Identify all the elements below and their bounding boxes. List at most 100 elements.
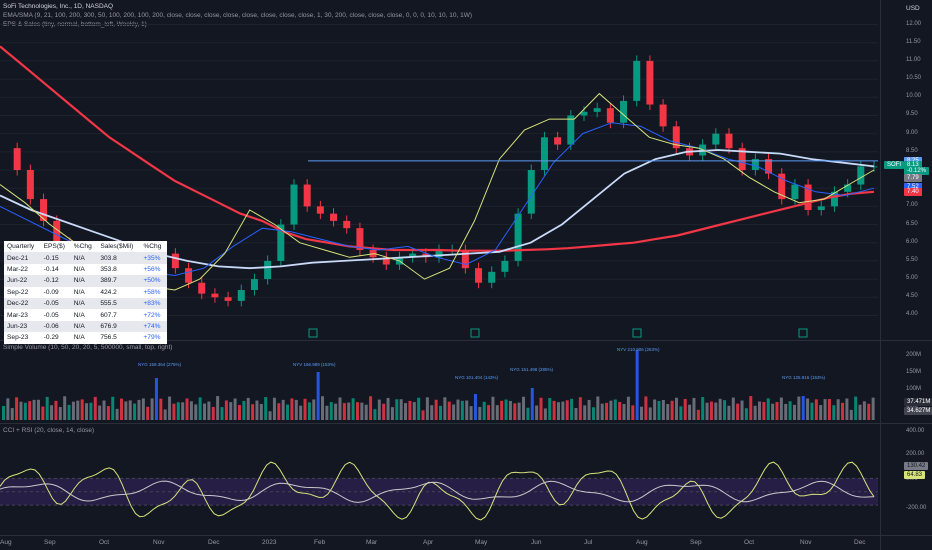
volume-pane-separator[interactable] [0, 340, 932, 341]
candle-body [620, 100, 628, 123]
symbol-tag: SOFI [884, 161, 905, 170]
volume-bar [771, 403, 775, 420]
time-axis-label: Aug [0, 539, 12, 546]
cell: -0.14 [43, 265, 59, 273]
volume-bar [587, 399, 591, 420]
volume-tag: 37.471M [904, 398, 932, 406]
volume-bar [731, 397, 735, 420]
cell: +56% [143, 265, 161, 273]
candle-body [540, 137, 548, 170]
volume-bar [867, 403, 871, 420]
volume-bar [80, 399, 84, 420]
volume-bar [85, 403, 89, 420]
volume-bar [478, 406, 482, 420]
volume-bar [211, 406, 215, 420]
volume-bar [246, 397, 250, 420]
volume-bar [347, 402, 351, 420]
volume-bar [181, 402, 185, 420]
volume-bar [198, 397, 202, 420]
cell: N/A [73, 334, 85, 342]
volume-bar [736, 403, 740, 420]
cell: 555.5 [100, 300, 117, 308]
candle-body [40, 199, 48, 221]
oscillator-pane-separator[interactable] [0, 423, 932, 424]
volume-bar [207, 401, 211, 420]
candle-body [13, 148, 21, 170]
volume-bar [530, 388, 534, 420]
volume-bar [342, 403, 346, 420]
table-row: Mar-23 -0.05 N/A 607.7 +72% [4, 309, 167, 320]
cell: 424.2 [100, 288, 117, 296]
volume-bar [862, 401, 866, 420]
volume-bar [644, 396, 648, 420]
ema-sma-legend[interactable]: EMA/SMA (9, 21, 100, 200, 300, 50, 100, … [3, 12, 472, 19]
volume-annotation: NYG 159.364 (275%) [138, 362, 182, 367]
candle-body [185, 268, 193, 283]
candle-body [316, 206, 324, 214]
price-chart[interactable] [0, 0, 880, 550]
volume-bar [832, 405, 836, 420]
volume-bar [465, 400, 469, 420]
cell: +72% [143, 311, 161, 319]
volume-annotation: NYG 151.498 (285%) [510, 367, 554, 372]
volume-annotation: NYG 101.404 (143%) [455, 375, 499, 380]
volume-bar [814, 399, 818, 420]
candle-body [633, 60, 641, 101]
volume-bar [272, 397, 276, 420]
cell: N/A [73, 311, 85, 319]
candle-body [646, 60, 654, 105]
volume-bar [561, 401, 565, 420]
chart-title: SoFi Technologies, Inc., 1D, NASDAQ [3, 3, 114, 10]
price-axis[interactable] [880, 0, 932, 550]
cell: N/A [73, 277, 85, 285]
candle-body [53, 220, 61, 243]
volume-bar [89, 402, 93, 420]
candle-body [554, 137, 562, 145]
volume-bar [749, 396, 753, 420]
volume-bar [425, 397, 429, 420]
time-axis-label: Dec [208, 539, 220, 546]
price-tag: 7.40 [904, 187, 922, 196]
volume-bar [570, 398, 574, 420]
volume-bar [185, 398, 189, 420]
oscillator-axis-label: 0.00 [906, 476, 918, 482]
table-row: Dec-22 -0.05 N/A 555.5 +83% [4, 297, 167, 310]
time-axis-label: May [475, 539, 488, 546]
volume-bar [640, 406, 644, 420]
time-axis-label: Nov [800, 539, 812, 546]
volume-bar [251, 404, 255, 420]
volume-bar [329, 402, 333, 420]
price-axis-label: 4.50 [906, 293, 918, 300]
price-axis-label: 5.50 [906, 256, 918, 263]
volume-bar [111, 396, 115, 420]
volume-bar [421, 410, 425, 420]
currency-button[interactable]: USD [906, 5, 920, 12]
volume-bar [456, 399, 460, 420]
volume-bar [159, 398, 163, 420]
oscillator-axis-label: -200.00 [906, 505, 927, 511]
table-row: Sep-22 -0.09 N/A 424.2 +58% [4, 287, 167, 298]
volume-bar [224, 400, 228, 420]
cell: N/A [73, 254, 85, 262]
volume-bar [316, 372, 320, 420]
candle-body [751, 159, 759, 170]
earnings-marker [632, 328, 642, 338]
price-axis-label: 11.50 [906, 38, 921, 45]
volume-annotation: NYV 166.989 (153%) [293, 362, 336, 367]
volume-annotation: NYV 210.906 (263%) [617, 347, 660, 352]
volume-bar [487, 405, 491, 420]
volume-bar [447, 401, 451, 420]
volume-bar [54, 400, 58, 420]
oscillator-pane-title[interactable]: CCI + RSI (20, close, 14, close) [3, 427, 95, 434]
time-axis-label: Jul [584, 539, 593, 546]
volume-bar [146, 406, 150, 420]
cell: Dec-22 [7, 300, 29, 308]
cell: -0.05 [43, 300, 59, 308]
volume-pane-title[interactable]: Simple Volume (10, 50, 20, 20, 5, 500000… [3, 344, 173, 351]
candle-body [382, 257, 390, 265]
volume-bar [605, 402, 609, 420]
volume-bar [845, 398, 849, 420]
table-row: Jun-23 -0.06 N/A 676.9 +74% [4, 320, 167, 333]
time-axis-label: Sep [44, 539, 56, 546]
price-axis-label: 7.00 [906, 202, 918, 209]
